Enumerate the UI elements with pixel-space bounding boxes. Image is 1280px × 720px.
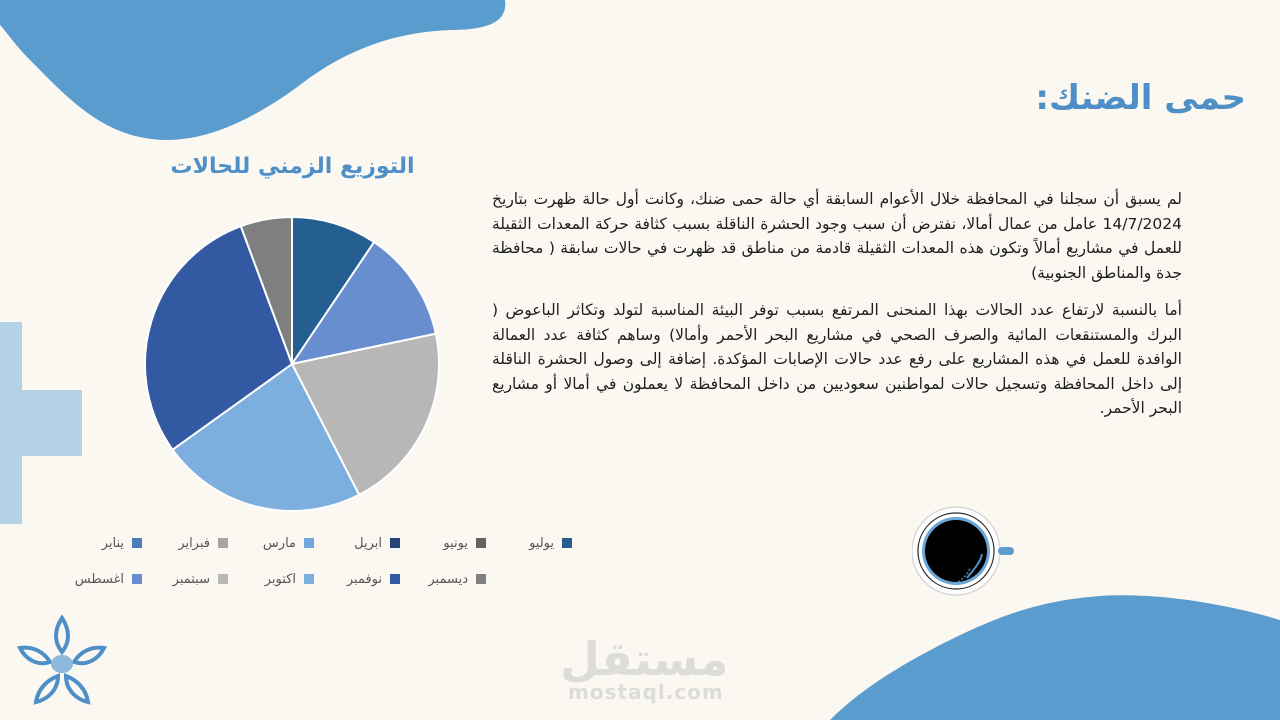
legend-label: اغسطس	[74, 571, 124, 587]
pie-slice-9	[171, 362, 361, 512]
legend-item-6: يوليو	[464, 532, 572, 554]
legend-swatch	[304, 538, 314, 548]
legend-label: يونيو	[443, 535, 468, 551]
legend-label: مارس	[262, 535, 296, 551]
pie-slice-10	[144, 224, 294, 452]
legend-swatch	[132, 574, 142, 584]
legend-item-1: يناير	[34, 532, 142, 554]
paragraph-1: لم يسبق أن سجلنا في المحافظة خلال الأعوا…	[492, 190, 1182, 282]
top-left-blob	[0, 0, 506, 140]
pie-slice-11	[239, 215, 293, 365]
legend-item-7: اغسطس	[34, 568, 142, 590]
organization-logo	[16, 614, 108, 705]
watermark-logo-text: مستقل	[560, 632, 729, 686]
legend-item-4: ابريل	[292, 532, 400, 554]
legend-swatch	[132, 538, 142, 548]
legend-swatch	[218, 574, 228, 584]
legend-label: يناير	[101, 535, 124, 551]
legend-label: ابريل	[354, 535, 382, 551]
legend-label: ديسمبر	[428, 571, 468, 587]
legend-item-3: مارس	[206, 532, 314, 554]
legend-item-11: ديسمبر	[378, 568, 486, 590]
bottom-right-blob	[830, 595, 1280, 720]
pie-slice-7	[289, 240, 438, 366]
legend-item-5: يونيو	[378, 532, 486, 554]
slide-title: حمى الضنك:	[1035, 78, 1246, 118]
paragraph-2: أما بالنسبة لارتفاع عدد الحالات بهذا الم…	[492, 301, 1182, 417]
chart-title: التوزيع الزمني للحالات	[170, 154, 415, 179]
left-cross-shape	[0, 322, 82, 524]
legend-swatch	[562, 538, 572, 548]
legend-label: يوليو	[529, 535, 554, 551]
pie-chart	[144, 215, 440, 512]
pie-slice-8	[290, 332, 440, 497]
legend-item-10: نوفمبر	[292, 568, 400, 590]
legend-label: نوفمبر	[346, 571, 382, 587]
legend-swatch	[390, 574, 400, 584]
legend-item-8: سبتمبر	[120, 568, 228, 590]
legend-label: سبتمبر	[172, 571, 210, 587]
legend-item-2: فبراير	[120, 532, 228, 554]
legend-swatch	[476, 574, 486, 584]
legend-swatch	[476, 538, 486, 548]
legend-swatch	[390, 538, 400, 548]
watermark-url: mostaql.com	[568, 680, 724, 704]
legend-swatch	[218, 538, 228, 548]
legend-label: فبراير	[178, 535, 210, 551]
pie-slice-6	[291, 215, 376, 368]
coffee-cup-icon	[912, 506, 1014, 596]
legend-swatch	[304, 574, 314, 584]
legend-label: اكتوبر	[264, 571, 296, 587]
legend-item-9: اكتوبر	[206, 568, 314, 590]
